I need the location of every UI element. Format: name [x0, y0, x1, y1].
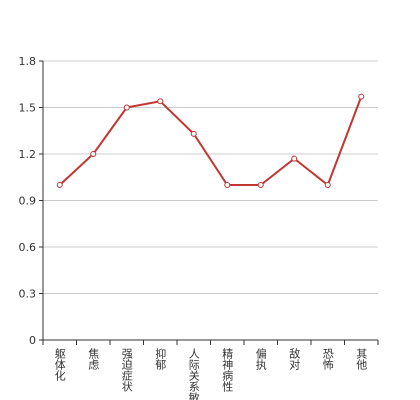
- point: [56, 182, 63, 188]
- x-tick-label: 偏执: [254, 347, 267, 371]
- point: [257, 182, 264, 188]
- point: [224, 182, 231, 188]
- x-tick-label: 精神病性: [221, 348, 234, 393]
- y-tick-label: 0.6: [19, 241, 37, 254]
- x-tick-label: 恐怖: [321, 348, 334, 370]
- x-tick-label: 躯体化: [53, 348, 66, 382]
- point: [190, 130, 197, 137]
- y-tick-label: 1.2: [19, 148, 37, 161]
- x-tick-label: 强迫症状: [120, 348, 133, 392]
- y-tick-label: 0.9: [19, 195, 37, 208]
- x-tick-label: 焦虑: [87, 348, 100, 370]
- y-tick-label: 0: [29, 334, 36, 347]
- y-tick-label: 1.5: [19, 102, 37, 115]
- line: [59, 96, 363, 187]
- x-tick-label: 抑郁: [154, 347, 167, 370]
- y-tick-label: 1.8: [19, 55, 37, 68]
- point: [358, 93, 365, 100]
- x-tick-label: 其他: [355, 348, 368, 370]
- point: [157, 98, 164, 105]
- point: [123, 104, 130, 111]
- x-tick-label: 敌对: [288, 347, 301, 370]
- point: [324, 182, 331, 188]
- point: [90, 151, 97, 157]
- x-tick-label: 人际关系敏感: [187, 348, 200, 400]
- point: [291, 155, 298, 162]
- y-tick-label: 0.3: [19, 288, 37, 301]
